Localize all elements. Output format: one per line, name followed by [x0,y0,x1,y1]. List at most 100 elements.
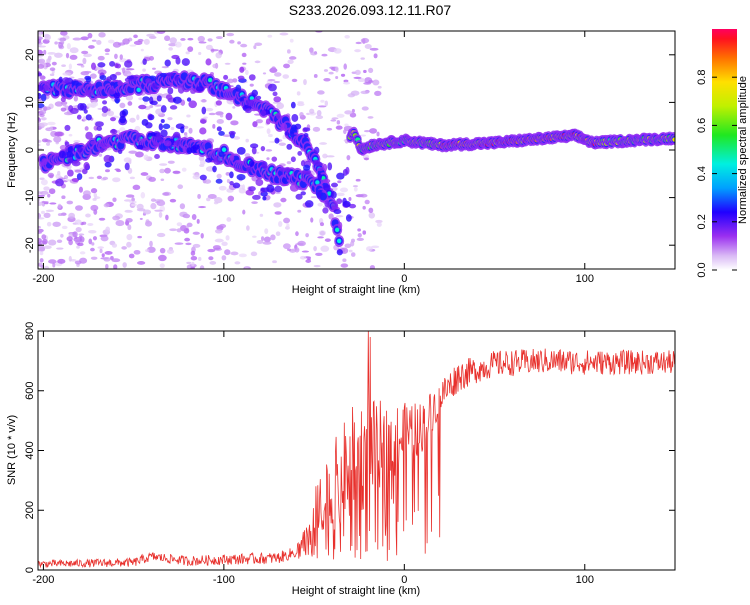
spectrogram-noise-mark [212,63,219,69]
spectrogram-noise-mark [212,124,216,129]
spectrogram-noise-mark [161,66,169,69]
spectrogram-noise-mark [286,161,292,165]
spectrogram-scatter-mark [250,143,259,149]
spectrogram-noise-mark [73,140,81,143]
spectrogram-noise-mark [219,114,224,118]
spectrogram-noise-mark [88,176,95,180]
spectrogram-scatter-mark [38,103,45,108]
spectrogram-scatter-mark [85,77,92,83]
spectrogram-scatter-mark [251,146,257,155]
spectrogram-noise-mark [363,69,367,74]
spectrogram-noise-mark [99,248,103,254]
spectrogram-noise-mark [368,67,374,74]
spectrogram-scatter-mark [181,58,190,66]
spectrogram-noise-mark [200,232,204,239]
y-tick-label: 400 [24,441,36,459]
spectrogram-noise-mark [168,43,177,47]
spectrogram-noise-mark [309,47,314,53]
spectrogram-noise-mark [129,117,136,123]
spectrogram-noise-mark [273,81,281,84]
spectrogram-noise-mark [167,160,175,164]
spectrogram-noise-mark [48,239,57,246]
spectrogram-noise-mark [333,48,342,54]
spectrogram-noise-mark [344,243,352,249]
spectrogram-noise-mark [184,214,190,219]
spectrogram-noise-mark [100,235,109,242]
spectrogram-scatter-mark [68,105,74,112]
spectrogram-noise-mark [40,179,48,186]
spectrogram-noise-mark [38,231,43,234]
x-tick-label: -200 [32,574,54,586]
spectrogram-noise-mark [38,194,45,197]
spectrogram-scatter-mark [330,202,338,209]
spectrogram-noise-mark [170,126,175,131]
spectrogram-scatter-mark [190,146,197,154]
spectrogram-noise-mark [146,33,155,37]
spectrogram-noise-mark [61,195,66,200]
spectrogram-scatter-mark [142,96,150,102]
spectrogram-noise-mark [127,101,133,106]
spectrogram-noise-mark [335,125,343,130]
spectrogram-noise-mark [102,176,109,181]
spectrogram-scatter-mark [163,140,172,147]
spectrogram-noise-mark [164,167,171,174]
x-tick-label: -100 [213,273,235,285]
spectrogram-noise-mark [252,235,257,238]
spectrogram-noise-mark [296,91,301,96]
spectrogram-scatter-mark [230,153,235,162]
spectrogram-noise-mark [159,163,168,166]
spectrogram-noise-mark [154,209,163,212]
spectrogram-noise-mark [352,185,358,188]
spectrogram-scatter-mark [77,146,83,153]
spectrogram-noise-mark [169,228,178,232]
spectrogram-noise-mark [86,103,93,108]
spectrogram-noise-mark [38,201,43,207]
spectrogram-scatter-mark [322,184,331,191]
spectrogram-noise-mark [174,41,182,48]
spectrogram-noise-mark [262,72,267,75]
spectrogram-noise-mark [307,257,311,261]
spectrogram-scatter-mark [323,163,328,172]
spectrogram-scatter-mark [115,98,120,104]
spectrogram-noise-mark [297,240,306,247]
spectrogram-scatter-mark [205,58,212,66]
spectrogram-noise-mark [212,245,221,250]
ridge-core-mark [327,191,332,196]
spectrogram-noise-mark [267,79,276,82]
spectrogram-noise-mark [158,211,163,218]
spectrogram-noise-mark [340,263,349,268]
spectrogram-noise-mark [242,209,246,215]
spectrogram-noise-mark [168,47,174,51]
spectrogram-noise-mark [47,172,55,178]
spectrogram-noise-mark [303,78,307,86]
spectrogram-noise-mark [72,231,78,238]
spectrogram-noise-mark [159,263,165,269]
spectrogram-noise-mark [88,238,93,245]
spectrogram-noise-mark [133,34,138,39]
spectrogram-noise-mark [279,32,289,36]
spectrogram-scatter-mark [330,191,337,199]
spectrogram-noise-mark [316,109,322,117]
spectrogram-noise-mark [328,213,334,220]
spectrogram-noise-mark [200,99,207,103]
spectrogram-noise-mark [136,203,144,210]
spectrogram-noise-mark [126,234,133,241]
spectrogram-noise-mark [38,143,41,147]
spectrogram-scatter-mark [177,85,185,94]
spectrogram-noise-mark [72,37,82,41]
spectrogram-scatter-mark [342,168,348,176]
spectrogram-scatter-mark [38,92,42,99]
spectrogram-noise-mark [208,256,214,261]
spectrogram-scatter-mark [336,172,345,180]
spectrogram-noise-mark [179,203,186,210]
spectrogram-noise-mark [190,255,198,261]
spectrogram-noise-mark [90,204,99,212]
spectrogram-noise-mark [265,149,273,152]
spectrogram-noise-mark [127,224,132,231]
spectrogram-noise-mark [74,219,82,225]
spectrogram-noise-mark [271,66,276,71]
spectrogram-noise-mark [112,41,122,48]
spectrogram-noise-mark [342,81,351,85]
spectrogram-scatter-mark [160,129,168,138]
spectrogram-noise-mark [366,246,373,252]
